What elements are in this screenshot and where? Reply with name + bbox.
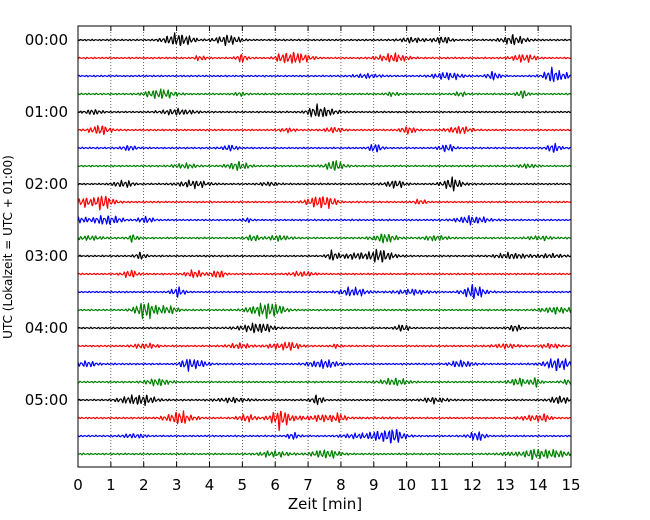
x-tick-label: 15: [561, 476, 580, 494]
plot-frame: [77, 25, 572, 468]
x-tick-label: 11: [430, 476, 449, 494]
x-tick-label: 3: [172, 476, 182, 494]
trace-line: [77, 302, 572, 320]
trace-line: [77, 176, 572, 192]
trace-line: [77, 410, 572, 432]
trace-line: [77, 142, 572, 153]
x-tick-label: 9: [369, 476, 379, 494]
trace-line: [77, 341, 572, 351]
trace-line: [77, 51, 572, 64]
x-axis-label: Zeit [min]: [288, 495, 362, 513]
trace-line: [77, 448, 572, 461]
traces: [77, 32, 572, 461]
trace-line: [77, 248, 572, 263]
trace-line: [77, 394, 572, 407]
x-axis-ticks: 0 1 2 3 4 5 6 7 8 9 10 11 12 13 14 15: [73, 26, 581, 494]
y-tick-label: 05:00: [25, 391, 68, 409]
x-tick-label: 2: [139, 476, 149, 494]
x-tick-label: 5: [238, 476, 248, 494]
x-tick-label: 8: [336, 476, 346, 494]
trace-line: [77, 358, 572, 372]
y-axis-ticks: 00:00 01:00 02:00 03:00 04:00 05:00: [25, 31, 83, 409]
trace-line: [77, 428, 572, 444]
x-tick-label: 10: [397, 476, 416, 494]
trace-line: [77, 233, 572, 244]
x-tick-label: 1: [106, 476, 116, 494]
x-tick-label: 6: [270, 476, 280, 494]
x-tick-label: 0: [73, 476, 83, 494]
trace-line: [77, 322, 572, 334]
y-tick-label: 03:00: [25, 247, 68, 265]
trace-line: [77, 377, 572, 388]
x-tick-label: 4: [205, 476, 215, 494]
y-tick-label: 00:00: [25, 31, 68, 49]
trace-line: [77, 269, 572, 279]
y-tick-label: 01:00: [25, 103, 68, 121]
x-tick-label: 13: [496, 476, 515, 494]
trace-line: [77, 160, 572, 171]
trace-line: [77, 103, 572, 118]
trace-line: [77, 195, 572, 211]
trace-line: [77, 66, 572, 83]
x-tick-label: 12: [463, 476, 482, 494]
y-tick-label: 04:00: [25, 319, 68, 337]
trace-line: [77, 88, 572, 100]
trace-line: [77, 214, 572, 226]
y-tick-label: 02:00: [25, 175, 68, 193]
x-tick-label: 7: [303, 476, 313, 494]
x-tick-label: 14: [529, 476, 548, 494]
trace-line: [77, 283, 572, 300]
trace-line: [77, 125, 572, 135]
trace-line: [77, 32, 572, 47]
y-axis-label: UTC (Lokalzeit = UTC + 01:00): [1, 155, 15, 339]
